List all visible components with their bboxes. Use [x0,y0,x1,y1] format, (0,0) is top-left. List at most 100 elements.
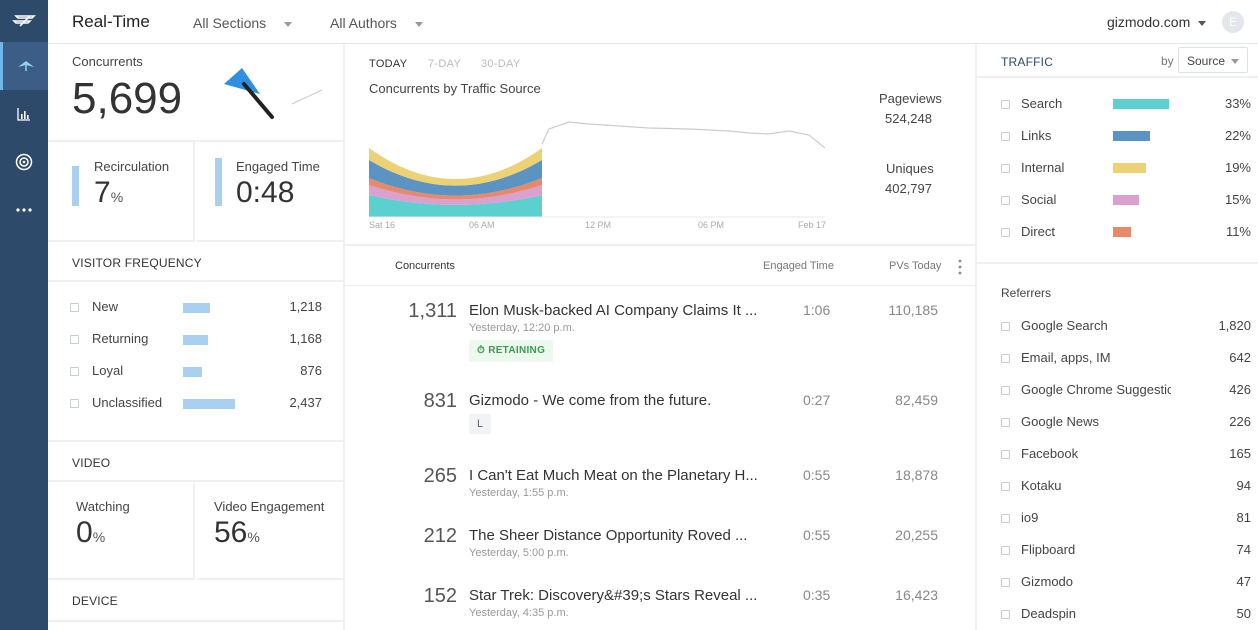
authors-dropdown[interactable]: All Authors [330,15,423,31]
referrer-value: 226 [1229,414,1251,429]
row-engaged: 1:06 [803,302,831,318]
landing-tag: L [469,414,491,434]
engaged-time-label: Engaged Time [236,159,320,174]
row-bar [183,399,235,409]
recirculation-label: Recirculation [94,159,170,174]
checkbox[interactable] [1001,196,1010,205]
column-engaged-time[interactable]: Engaged Time [763,260,834,272]
list-item[interactable]: Unclassified 2,437 [70,395,322,415]
row-label: Unclassified [92,395,163,410]
referrer-label: io9 [1021,510,1039,525]
checkbox[interactable] [1001,132,1010,141]
row-title[interactable]: I Can't Eat Much Meat on the Planetary H… [469,467,758,484]
referrer-value: 50 [1236,606,1251,621]
referrer-item[interactable]: Google Search 1,820 [1001,318,1251,338]
referrer-item[interactable]: Facebook 165 [1001,446,1251,466]
row-title[interactable]: Star Trek: Discovery&#39;s Stars Reveal … [469,587,758,604]
checkbox[interactable] [1001,482,1010,491]
referrer-item[interactable]: io9 81 [1001,510,1251,530]
row-label: New [92,299,119,314]
checkbox[interactable] [1001,386,1010,395]
table-row[interactable]: 265 I Can't Eat Much Meat on the Planeta… [345,465,975,515]
checkbox[interactable] [1001,100,1010,109]
referrer-value: 94 [1236,478,1251,493]
row-pvs: 82,459 [895,392,938,408]
referrer-item[interactable]: Flipboard 74 [1001,542,1251,562]
chart-areas [369,148,542,217]
checkbox[interactable] [1001,418,1010,427]
row-bar [183,303,210,313]
realtime-icon[interactable] [0,42,48,90]
referrer-item[interactable]: Kotaku 94 [1001,478,1251,498]
list-item[interactable]: New 1,218 [70,299,322,319]
traffic-header: TRAFFIC by Source [977,44,1258,78]
row-pvs: 18,878 [895,467,938,483]
avatar[interactable]: E [1222,11,1244,33]
column-concurrents[interactable]: Concurrents [395,260,455,272]
tab-30-day[interactable]: 30-DAY [481,58,521,70]
row-title[interactable]: The Sheer Distance Opportunity Roved ... [469,527,748,544]
row-label: Loyal [92,363,124,378]
source-item[interactable]: Links 22% [1001,128,1251,148]
area-internal [369,148,542,186]
logo-icon[interactable] [0,0,48,42]
checkbox[interactable] [70,367,79,376]
checkbox[interactable] [1001,546,1010,555]
column-pvs-today[interactable]: PVs Today [889,260,942,272]
row-pvs: 16,423 [895,587,938,603]
row-title[interactable]: Gizmodo - We come from the future. [469,392,712,409]
source-bar [1113,99,1169,109]
table-row[interactable]: 212 The Sheer Distance Opportunity Roved… [345,525,975,575]
recirculation-bar [72,166,79,206]
checkbox[interactable] [1001,322,1010,331]
checkbox[interactable] [70,335,79,344]
chevron-down-icon [414,21,423,27]
checkbox[interactable] [1001,164,1010,173]
table-row[interactable]: 152 Star Trek: Discovery&#39;s Stars Rev… [345,585,975,630]
row-concurrents: 212 [423,525,457,547]
watching-label: Watching [76,499,130,514]
source-select[interactable]: Source [1178,47,1248,73]
referrer-item[interactable]: Gizmodo 47 [1001,574,1251,594]
checkbox[interactable] [1001,514,1010,523]
list-item[interactable]: Loyal 876 [70,363,322,383]
more-vertical-icon[interactable] [958,259,962,275]
checkbox[interactable] [1001,450,1010,459]
checkbox[interactable] [70,399,79,408]
referrer-item[interactable]: Google News 226 [1001,414,1251,434]
row-value: 1,218 [289,299,322,314]
future-line [541,121,826,149]
table-row[interactable]: 831 Gizmodo - We come from the future. 0… [345,390,975,460]
referrer-item[interactable]: Google Chrome Suggestic 426 [1001,382,1251,402]
source-item[interactable]: Search 33% [1001,96,1251,116]
list-item[interactable]: Returning 1,168 [70,331,322,351]
source-item[interactable]: Social 15% [1001,192,1251,212]
sections-dropdown[interactable]: All Sections [193,15,293,31]
checkbox[interactable] [1001,578,1010,587]
referrer-value: 1,820 [1218,318,1251,333]
area-social [369,185,542,205]
referrer-item[interactable]: Deadspin 50 [1001,606,1251,626]
chart-panel: TODAY 7-DAY 30-DAY Concurrents by Traffi… [345,44,975,244]
table-row[interactable]: 1,311 Elon Musk-backed AI Company Claims… [345,300,975,380]
more-icon[interactable] [0,186,48,234]
referrer-item[interactable]: Email, apps, IM 642 [1001,350,1251,370]
site-selector[interactable]: gizmodo.com [1107,14,1207,30]
source-item[interactable]: Internal 19% [1001,160,1251,180]
tab-today[interactable]: TODAY [369,58,408,70]
row-timestamp: Yesterday, 5:00 p.m. [469,547,569,559]
checkbox[interactable] [1001,228,1010,237]
target-icon[interactable] [0,138,48,186]
tab-7-day[interactable]: 7-DAY [428,58,462,70]
row-engaged: 0:55 [803,467,831,483]
source-item[interactable]: Direct 11% [1001,224,1251,244]
checkbox[interactable] [70,303,79,312]
bar-chart-icon[interactable] [0,90,48,138]
checkbox[interactable] [1001,354,1010,363]
source-value: 19% [1224,160,1251,175]
concurrents-label: Concurrents [72,54,143,69]
row-title[interactable]: Elon Musk-backed AI Company Claims It ..… [469,302,758,319]
row-engaged: 0:35 [803,587,831,603]
source-label: Social [1021,192,1057,207]
checkbox[interactable] [1001,610,1010,619]
